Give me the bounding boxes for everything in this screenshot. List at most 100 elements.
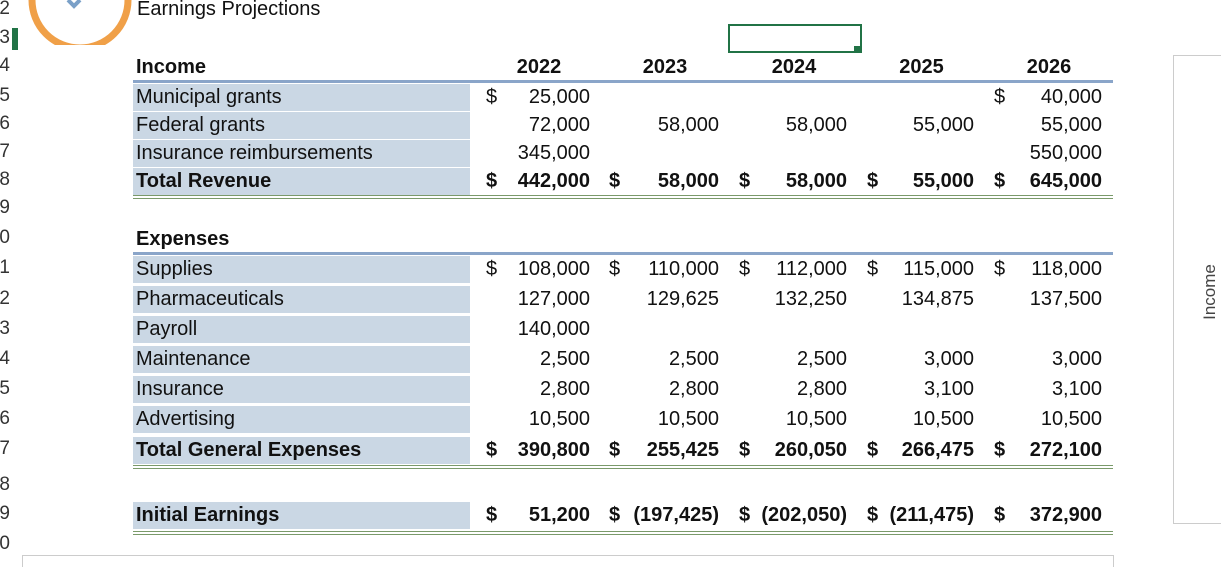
currency-symbol: $ (609, 439, 621, 461)
currency-symbol: $ (994, 504, 1006, 526)
row-number: 7 (0, 141, 10, 162)
cell-value: 140,000 (517, 318, 590, 340)
row-label: Pharmaceuticals (133, 286, 470, 313)
currency-symbol: $ (739, 504, 751, 526)
year-header: 2023 (642, 56, 688, 78)
cell-value: 3,000 (1051, 348, 1102, 370)
cell-value: 10,500 (657, 408, 719, 430)
year-header: 2022 (516, 56, 562, 78)
row-label: Supplies (133, 256, 470, 283)
cell-value: 51,200 (528, 504, 590, 526)
currency-symbol: $ (486, 439, 498, 461)
cell-value: 260,050 (774, 439, 847, 461)
cell-value: 266,475 (901, 439, 974, 461)
cell-value: 58,000 (657, 114, 719, 136)
sheet-title: Earnings Projections (137, 0, 321, 20)
row-number: 6 (0, 113, 10, 134)
cell-value: 3,100 (1051, 378, 1102, 400)
cell-value: 55,000 (912, 170, 974, 192)
cell-value: 112,000 (776, 258, 847, 280)
row-number: 8 (0, 474, 10, 495)
cell-value: 134,875 (901, 288, 974, 310)
currency-symbol: $ (739, 170, 751, 192)
row-label: Federal grants (133, 112, 470, 139)
cell-value: 110,000 (648, 258, 719, 280)
selected-row-marker (12, 28, 18, 50)
row-label: Maintenance (133, 346, 470, 373)
cell-value: 58,000 (657, 170, 719, 192)
row-number: 9 (0, 197, 10, 218)
row-border (133, 252, 1113, 255)
cell-value: 129,625 (646, 288, 719, 310)
cell-value: 58,000 (785, 114, 847, 136)
cell-value: 72,000 (528, 114, 590, 136)
currency-symbol: $ (486, 504, 498, 526)
row-label: Total General Expenses (133, 437, 470, 464)
cell-value: 550,000 (1029, 142, 1102, 164)
row-label: Expenses (136, 228, 230, 250)
row-number: 3 (0, 27, 10, 48)
row-label: Income (136, 56, 207, 78)
currency-symbol: $ (609, 504, 621, 526)
cell-value: 2,800 (796, 378, 847, 400)
currency-symbol: $ (609, 170, 621, 192)
row-number: 4 (0, 348, 10, 369)
row-number: 2 (0, 288, 10, 309)
row-label: Total Revenue (133, 168, 470, 195)
cell-value: 10,500 (528, 408, 590, 430)
currency-symbol: $ (486, 170, 498, 192)
cell-value: 10,500 (912, 408, 974, 430)
currency-symbol: $ (994, 258, 1006, 280)
cell-value: 645,000 (1029, 170, 1102, 192)
cell-value: 272,100 (1029, 439, 1102, 461)
cell-value: 2,500 (668, 348, 719, 370)
row-label: Advertising (133, 406, 470, 433)
row-label: Insurance (133, 376, 470, 403)
currency-symbol: $ (867, 258, 879, 280)
row-border (133, 80, 1113, 83)
currency-symbol: $ (486, 258, 498, 280)
row-number: 3 (0, 318, 10, 339)
cell-value: 108,000 (517, 258, 590, 280)
row-border (133, 195, 1113, 199)
cell-value: 2,800 (668, 378, 719, 400)
cell-value: 55,000 (1040, 114, 1102, 136)
row-number: 5 (0, 378, 10, 399)
cell-value: 40,000 (1040, 86, 1102, 108)
currency-symbol: $ (867, 170, 879, 192)
row-number: 0 (0, 533, 10, 554)
currency-symbol: $ (994, 170, 1006, 192)
side-panel (1173, 55, 1221, 524)
side-panel-label: Income (1199, 264, 1219, 320)
chart-frame (22, 555, 1114, 567)
cell-value: 2,500 (539, 348, 590, 370)
currency-symbol: $ (994, 439, 1006, 461)
cell-value: 25,000 (528, 86, 590, 108)
fill-handle[interactable] (854, 46, 861, 53)
cell-value: 132,250 (774, 288, 847, 310)
selected-cell[interactable] (728, 24, 862, 53)
year-header: 2024 (771, 56, 817, 78)
currency-symbol: $ (739, 258, 751, 280)
cell-value: (197,425) (633, 504, 719, 526)
row-number: 8 (0, 169, 10, 190)
row-number: 7 (0, 438, 10, 459)
year-header: 2025 (899, 56, 944, 78)
row-number: 0 (0, 227, 10, 248)
year-header: 2026 (1026, 56, 1072, 78)
row-label: Initial Earnings (133, 502, 470, 529)
cell-value: 10,500 (785, 408, 847, 430)
cell-value: 2,500 (796, 348, 847, 370)
cell-value: 3,100 (923, 378, 974, 400)
row-border (133, 531, 1113, 535)
currency-symbol: $ (867, 439, 879, 461)
currency-symbol: $ (994, 86, 1006, 108)
cell-value: 137,500 (1029, 288, 1102, 310)
row-border (133, 465, 1113, 469)
row-number: 6 (0, 408, 10, 429)
cell-value: 390,800 (517, 439, 590, 461)
cell-value: 2,800 (539, 378, 590, 400)
cell-value: 372,900 (1029, 504, 1102, 526)
cell-value: (202,050) (761, 504, 847, 526)
